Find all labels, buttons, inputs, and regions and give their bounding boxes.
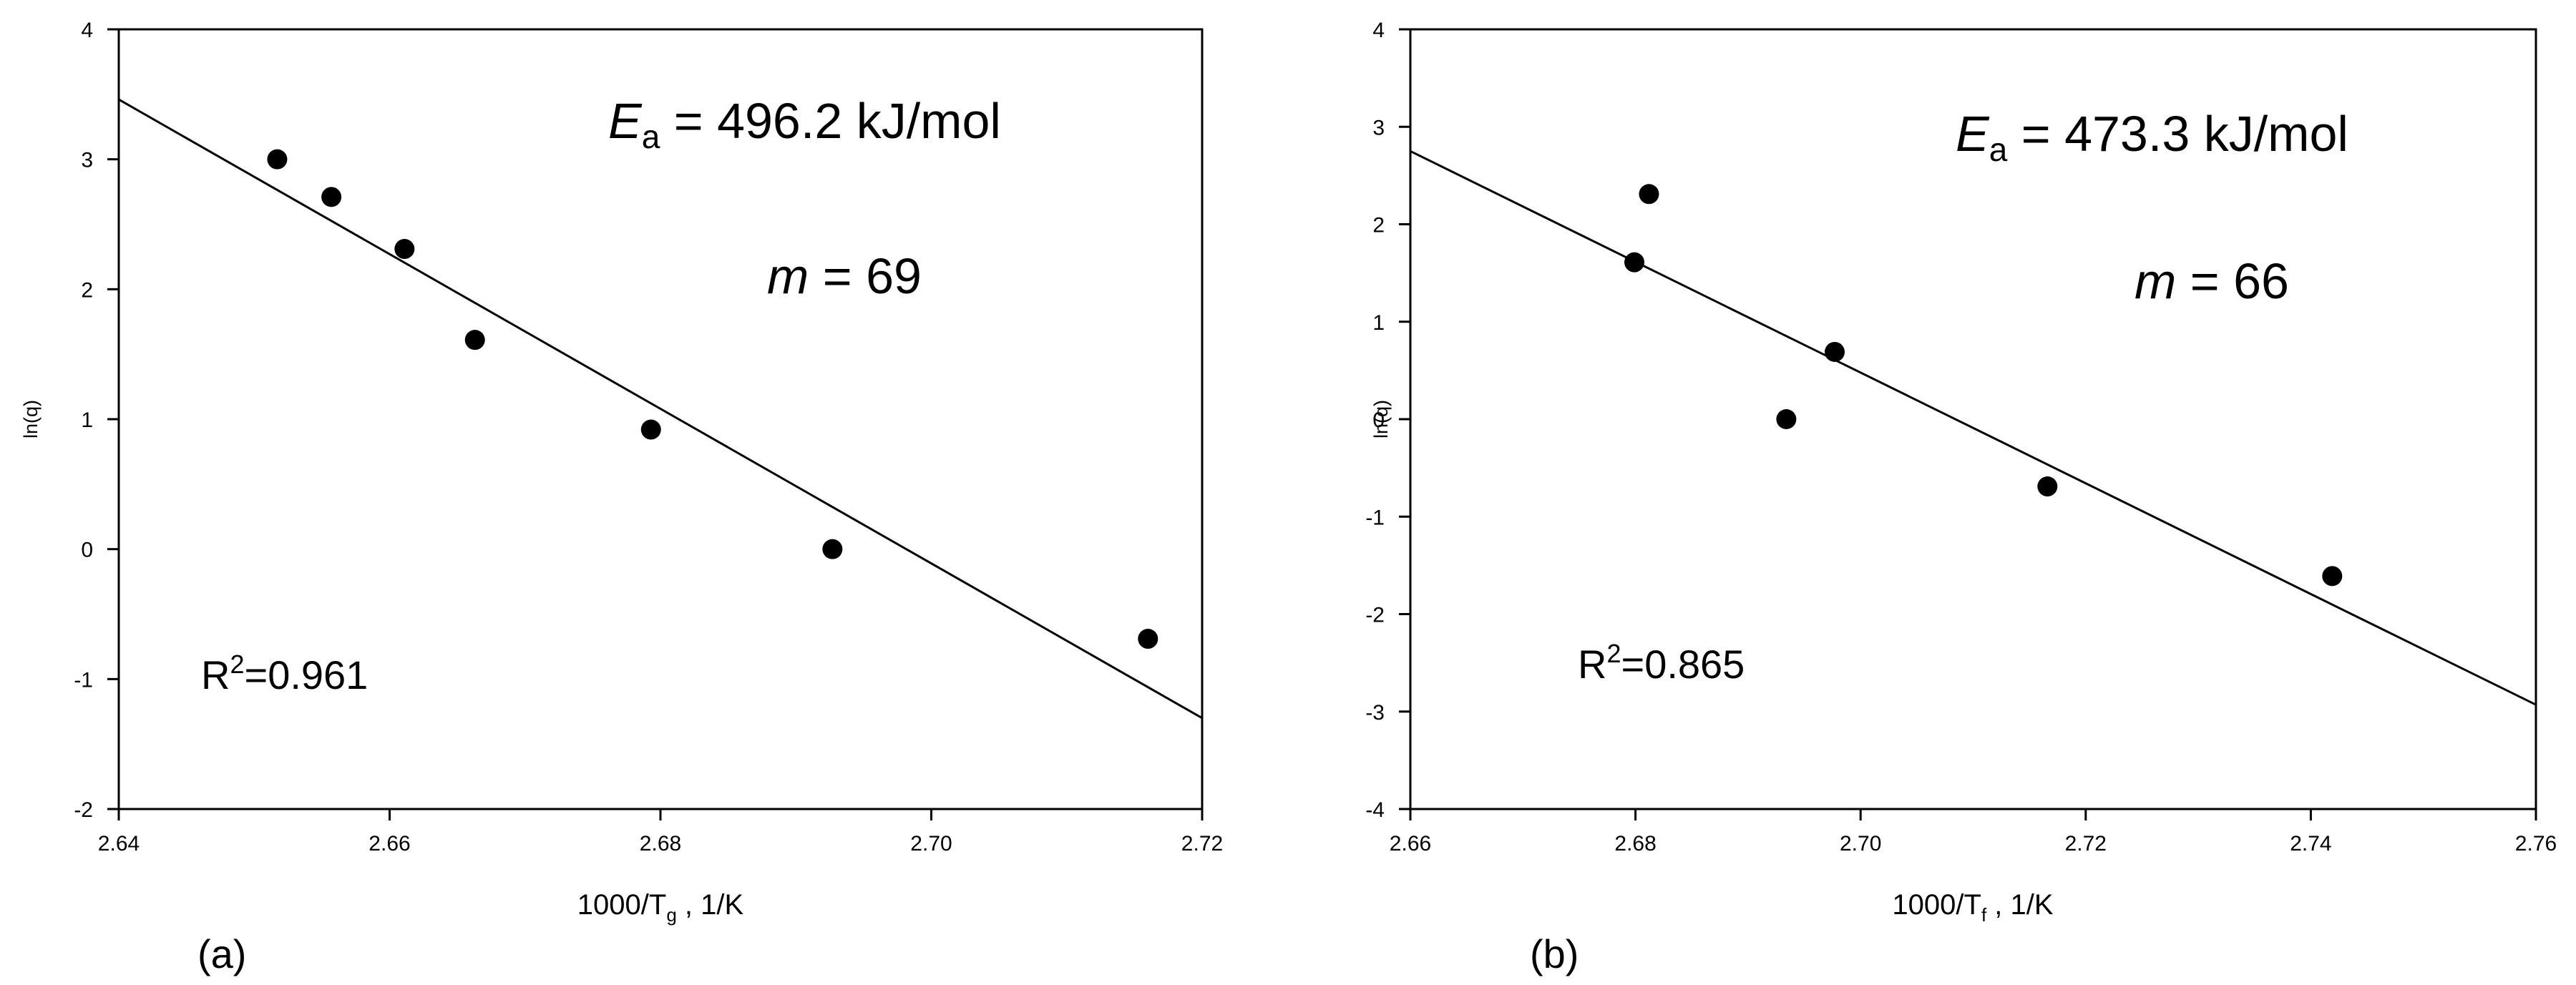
data-points-b	[1624, 184, 2343, 587]
x-tick-label: 2.68	[1614, 832, 1656, 856]
x-tick-label: 2.64	[98, 832, 140, 856]
y-tick-label: 2	[1372, 214, 1385, 237]
fit-line-group-a	[118, 98, 1203, 720]
r-squared-label-a: R2=0.961	[201, 650, 368, 697]
data-point	[394, 239, 415, 260]
x-tick-label: 2.76	[2515, 832, 2557, 856]
y-tick-label: 4	[81, 19, 93, 42]
r-squared-label-b: R2=0.865	[1578, 639, 1745, 687]
data-point	[822, 539, 843, 559]
y-tick-label: 4	[1372, 19, 1385, 42]
panel-label-a: (a)	[197, 931, 246, 976]
y-tick-label: 3	[81, 149, 93, 172]
data-point	[640, 419, 661, 440]
y-axis-title-a: ln(q)	[20, 400, 42, 438]
data-point	[1639, 184, 1659, 205]
y-tick-label: -1	[1365, 506, 1385, 529]
y-tick-label: 2	[81, 278, 93, 302]
y-tick-label: 1	[1372, 311, 1385, 335]
data-point	[1825, 341, 1845, 362]
data-point	[1138, 629, 1158, 650]
y-tick-label: 1	[81, 408, 93, 432]
x-tick-label: 2.72	[2065, 832, 2107, 856]
panel-b: 2.66 2.68 2.70 2.72 2.74 2.76 -4 -3 -2 -1 0 1 2 3 4 l…	[1365, 19, 2557, 976]
x-axis-title-a: 1000/Tg , 1/K	[577, 889, 744, 926]
data-points-a	[267, 149, 1158, 650]
x-ticks-b: 2.66 2.68 2.70 2.72 2.74 2.76	[1390, 809, 2557, 856]
y-tick-label: -2	[74, 798, 93, 822]
y-tick-label: 0	[81, 539, 93, 562]
x-tick-label: 2.66	[1390, 832, 1431, 856]
data-point	[464, 330, 485, 351]
fragility-index-label-a: m = 69	[767, 248, 922, 304]
x-axis-title-b: 1000/Tf , 1/K	[1892, 889, 2053, 926]
y-ticks-b: -4 -3 -2 -1 0 1 2 3 4	[1365, 19, 1410, 822]
regression-fit-line	[1410, 150, 2537, 706]
y-ticks-a: -2 -1 0 1 2 3 4	[74, 19, 119, 822]
y-tick-label: -2	[1365, 604, 1385, 627]
y-tick-label: -3	[1365, 701, 1385, 725]
data-point	[1624, 252, 1645, 273]
x-tick-label: 2.70	[1840, 832, 1881, 856]
y-tick-label: -4	[1365, 798, 1385, 822]
data-point	[267, 149, 288, 170]
x-tick-label: 2.72	[1181, 832, 1223, 856]
x-ticks-a: 2.64 2.66 2.68 2.70 2.72	[98, 809, 1223, 856]
data-point	[2322, 566, 2343, 587]
y-tick-label: 0	[1372, 408, 1385, 432]
panel-a: 2.64 2.66 2.68 2.70 2.72 -2 -1 0 1 2 3 4 ln(q) 100…	[20, 19, 1223, 976]
y-axis-title-b: ln(q)	[1370, 400, 1392, 438]
y-tick-label: -1	[74, 668, 93, 692]
y-tick-label: 3	[1372, 116, 1385, 139]
x-tick-label: 2.74	[2290, 832, 2331, 856]
x-tick-label: 2.66	[369, 832, 410, 856]
panel-label-b: (b)	[1530, 931, 1579, 976]
x-tick-label: 2.68	[640, 832, 681, 856]
data-point	[2037, 476, 2058, 497]
fit-line-group-b	[1410, 150, 2537, 706]
x-tick-label: 2.70	[910, 832, 952, 856]
activation-energy-label-b: Ea = 473.3 kJ/mol	[1956, 106, 2348, 168]
activation-energy-label-a: Ea = 496.2 kJ/mol	[608, 93, 1001, 155]
fragility-index-label-b: m = 66	[2135, 253, 2289, 309]
data-point	[1776, 409, 1797, 429]
data-point	[321, 187, 342, 207]
regression-fit-line	[118, 98, 1203, 720]
